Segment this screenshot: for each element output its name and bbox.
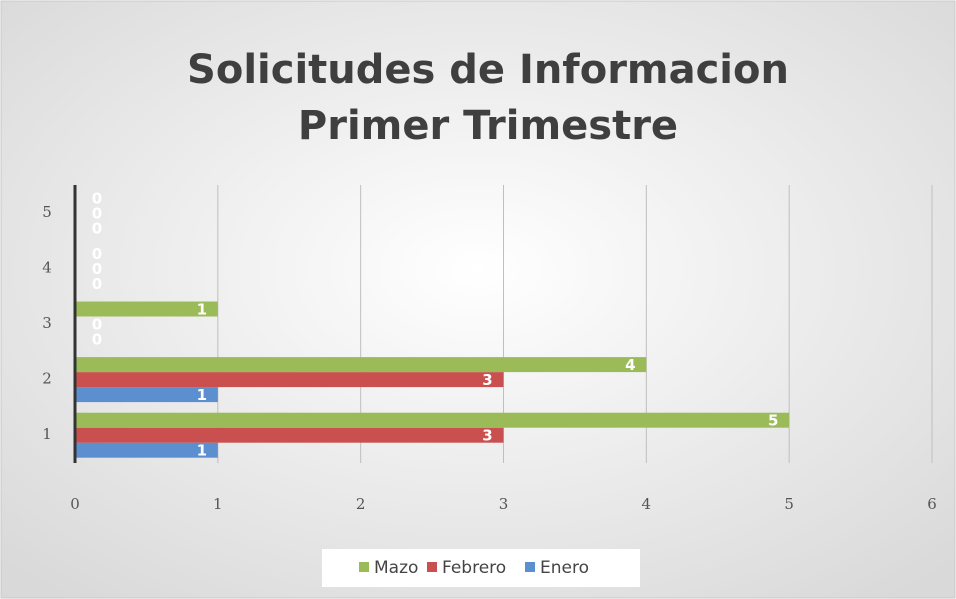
x-tick-label: 1 <box>213 495 223 513</box>
legend-swatch <box>359 562 369 572</box>
data-label: 0 <box>92 260 102 278</box>
bar <box>75 301 218 317</box>
legend-label: Enero <box>540 558 589 578</box>
data-label: 3 <box>482 427 492 445</box>
data-label: 0 <box>92 204 102 222</box>
bar <box>75 442 218 458</box>
x-tick-label: 4 <box>642 495 652 513</box>
data-label: 3 <box>482 371 492 389</box>
bar <box>75 412 790 428</box>
data-label: 1 <box>197 442 207 460</box>
bar <box>75 387 218 403</box>
x-tick-label: 2 <box>356 495 366 513</box>
x-tick-label: 0 <box>70 495 80 513</box>
data-label: 0 <box>92 316 102 334</box>
chart-title: Primer Trimestre <box>298 103 678 149</box>
data-label: 1 <box>197 386 207 404</box>
data-label: 0 <box>92 219 102 237</box>
legend-swatch <box>525 562 535 572</box>
legend-label: Mazo <box>374 558 418 578</box>
x-tick-label: 6 <box>927 495 937 513</box>
chart-title: Solicitudes de Informacion <box>187 47 789 93</box>
y-tick-label: 4 <box>42 258 52 276</box>
x-tick-label: 3 <box>499 495 509 513</box>
bar <box>75 427 504 443</box>
legend-label: Febrero <box>442 558 506 578</box>
y-tick-label: 5 <box>42 203 52 221</box>
data-label: 0 <box>92 275 102 293</box>
data-label: 5 <box>768 412 778 430</box>
y-tick-label: 3 <box>42 314 52 332</box>
legend-swatch <box>427 562 437 572</box>
bar <box>75 357 647 373</box>
y-tick-label: 1 <box>42 425 52 443</box>
y-tick-label: 2 <box>42 370 52 388</box>
legend-background <box>322 549 640 587</box>
data-label: 4 <box>625 356 635 374</box>
bar <box>75 372 504 388</box>
data-label: 1 <box>197 301 207 319</box>
data-label: 0 <box>92 331 102 349</box>
data-label: 0 <box>92 189 102 207</box>
data-label: 0 <box>92 245 102 263</box>
x-tick-label: 5 <box>784 495 794 513</box>
